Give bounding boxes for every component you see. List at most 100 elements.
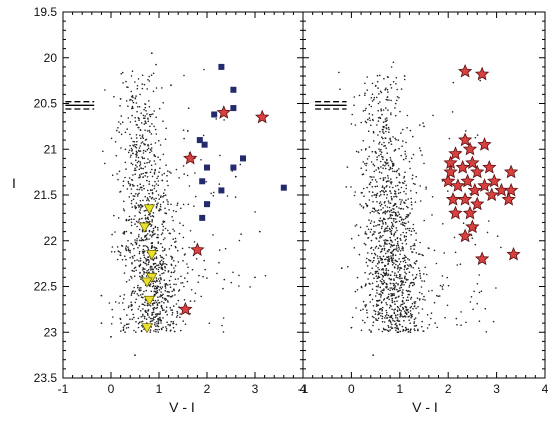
data-point bbox=[148, 80, 151, 82]
data-point bbox=[131, 100, 134, 102]
data-point bbox=[155, 197, 157, 200]
data-point bbox=[401, 291, 404, 293]
data-point bbox=[485, 331, 488, 333]
data-point bbox=[419, 200, 422, 202]
data-point bbox=[421, 320, 424, 323]
data-point bbox=[496, 235, 499, 237]
data-point bbox=[370, 239, 373, 242]
data-point bbox=[161, 179, 163, 182]
data-point bbox=[146, 113, 148, 115]
data-point bbox=[156, 325, 159, 327]
data-point bbox=[125, 168, 127, 170]
x-tick-label: 4 bbox=[300, 382, 307, 396]
data-point bbox=[376, 289, 378, 292]
data-point bbox=[146, 179, 148, 182]
data-point bbox=[152, 113, 154, 115]
data-point bbox=[166, 290, 169, 293]
data-point bbox=[137, 193, 139, 196]
data-point bbox=[407, 198, 410, 200]
data-point bbox=[373, 211, 375, 213]
data-point bbox=[407, 311, 410, 314]
data-point bbox=[389, 228, 391, 231]
data-point bbox=[146, 162, 148, 164]
data-point bbox=[390, 305, 392, 308]
star-marker bbox=[254, 109, 270, 124]
data-point bbox=[125, 230, 128, 233]
data-point bbox=[444, 316, 446, 319]
data-point bbox=[381, 289, 384, 292]
data-point bbox=[149, 125, 151, 128]
data-point bbox=[370, 220, 373, 222]
data-point bbox=[135, 102, 138, 104]
data-point bbox=[402, 231, 405, 234]
data-point bbox=[174, 294, 176, 296]
data-point bbox=[388, 202, 390, 204]
data-point bbox=[452, 81, 455, 84]
data-point bbox=[116, 129, 118, 132]
data-point bbox=[410, 316, 412, 319]
data-point bbox=[173, 283, 175, 286]
data-point bbox=[388, 99, 390, 101]
data-point bbox=[377, 120, 380, 122]
data-point bbox=[131, 318, 134, 321]
data-point bbox=[395, 193, 397, 195]
data-point bbox=[401, 294, 404, 297]
data-point bbox=[384, 190, 387, 192]
data-point bbox=[231, 170, 233, 172]
data-point bbox=[142, 326, 144, 328]
data-point bbox=[182, 260, 184, 262]
data-point bbox=[175, 283, 177, 286]
data-point bbox=[159, 263, 162, 265]
data-point bbox=[144, 214, 146, 217]
data-point bbox=[130, 162, 133, 164]
data-point bbox=[413, 283, 416, 286]
data-point bbox=[382, 164, 385, 166]
data-point bbox=[146, 238, 148, 241]
data-point bbox=[381, 143, 383, 146]
data-point bbox=[364, 120, 367, 123]
data-point bbox=[377, 311, 380, 313]
data-point bbox=[202, 275, 204, 278]
data-point bbox=[402, 247, 405, 249]
data-point bbox=[382, 255, 385, 258]
data-point bbox=[391, 241, 394, 243]
data-point bbox=[383, 188, 386, 190]
data-point bbox=[339, 88, 341, 90]
data-point bbox=[161, 272, 163, 275]
data-point bbox=[375, 300, 378, 302]
data-point bbox=[402, 158, 405, 161]
data-point bbox=[164, 194, 167, 196]
data-point bbox=[421, 308, 424, 310]
data-point bbox=[383, 141, 385, 144]
data-point bbox=[179, 316, 181, 319]
data-point bbox=[139, 183, 141, 185]
data-point bbox=[139, 257, 142, 260]
data-point bbox=[147, 198, 149, 200]
data-point bbox=[130, 309, 133, 311]
data-point bbox=[393, 204, 396, 206]
x-tick-label: 1 bbox=[156, 382, 163, 396]
data-point bbox=[419, 277, 422, 280]
data-point bbox=[186, 272, 189, 274]
data-point bbox=[359, 203, 361, 206]
data-point bbox=[119, 318, 122, 321]
data-point bbox=[366, 158, 369, 160]
data-point bbox=[383, 211, 385, 213]
data-point bbox=[369, 272, 372, 274]
data-point bbox=[127, 246, 129, 248]
data-point bbox=[141, 189, 143, 191]
data-point bbox=[157, 156, 159, 158]
data-point bbox=[141, 87, 144, 90]
data-point bbox=[399, 198, 401, 201]
data-point bbox=[154, 328, 157, 331]
data-point bbox=[138, 244, 141, 247]
data-point bbox=[376, 201, 378, 203]
data-point bbox=[130, 154, 132, 157]
data-point bbox=[132, 185, 134, 187]
data-point bbox=[396, 214, 399, 217]
data-point bbox=[385, 197, 388, 199]
data-point bbox=[478, 320, 481, 323]
data-point bbox=[230, 281, 233, 284]
data-point bbox=[133, 329, 135, 332]
data-point bbox=[151, 123, 153, 125]
